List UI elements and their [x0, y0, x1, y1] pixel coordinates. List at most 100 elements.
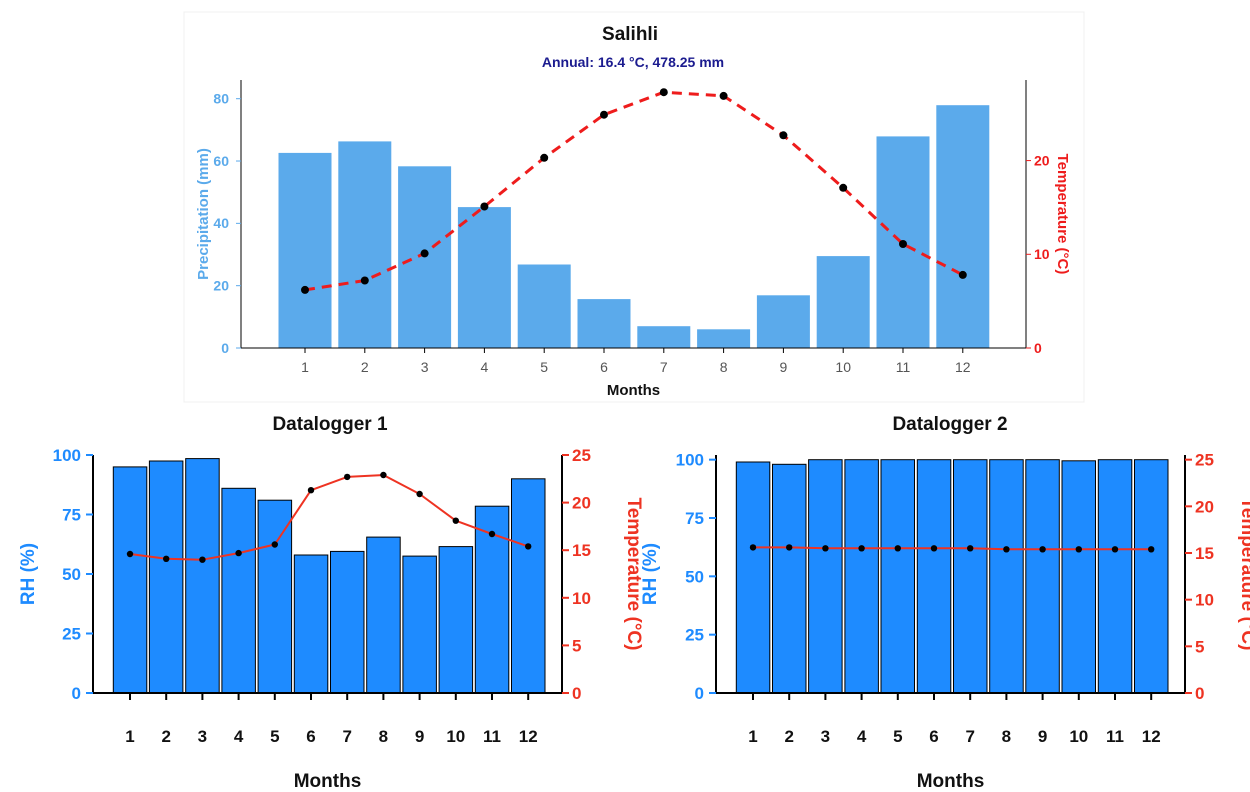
bar-month-2 [338, 141, 392, 348]
bar-month-12 [1134, 459, 1169, 694]
temperature-point-month-11 [488, 530, 496, 538]
left-tick-label: 100 [53, 446, 81, 465]
x-tick-label-month-5: 5 [893, 727, 902, 746]
bar-month-9 [1025, 459, 1060, 694]
bar-month-8 [366, 536, 401, 694]
left-tick-label: 0 [221, 340, 229, 356]
left-tick-label: 100 [676, 451, 704, 470]
temperature-point-month-1 [301, 285, 309, 294]
temperature-point-month-6 [307, 487, 315, 494]
left-tick-label: 50 [685, 567, 704, 586]
temperature-point-month-5 [894, 545, 901, 552]
temperature-point-month-2 [786, 544, 793, 551]
temperature-point-month-12 [958, 270, 967, 279]
x-tick-label-month-9: 9 [780, 359, 788, 375]
temperature-point-month-1 [749, 544, 757, 551]
x-tick-label-month-12: 12 [1142, 727, 1161, 746]
temperature-point-month-3 [420, 249, 429, 258]
bar-month-9 [756, 295, 810, 348]
bar-month-2 [148, 460, 184, 694]
bar-month-7 [637, 326, 691, 348]
right-tick-label: 5 [572, 636, 581, 655]
bar-month-1 [112, 466, 148, 694]
bar-month-12 [511, 478, 546, 694]
bar-month-8 [989, 459, 1024, 694]
temperature-point-month-1 [126, 550, 134, 558]
x-tick-label-month-11: 11 [483, 727, 501, 746]
temperature-point-month-11 [899, 240, 907, 248]
left-axis-label: RH (%) [640, 543, 661, 605]
right-tick-label: 25 [1195, 451, 1214, 470]
x-tick-label-month-8: 8 [720, 359, 728, 375]
x-axis-label: Months [607, 382, 660, 399]
x-tick-label-month-6: 6 [929, 727, 938, 746]
chart-subtitle-annual: Annual: 16.4 °C, 478.25 mm [542, 54, 724, 70]
bar-month-3 [185, 458, 220, 694]
temperature-point-month-4 [858, 545, 865, 552]
temperature-point-month-6 [930, 545, 938, 552]
left-axis-label: RH (%) [18, 543, 39, 605]
left-tick-label: 0 [72, 684, 81, 703]
temperature-line [753, 546, 1152, 551]
left-tick-label: 50 [62, 565, 81, 584]
bar-month-8 [697, 329, 751, 348]
right-tick-label: 20 [1034, 152, 1050, 168]
x-tick-label-month-7: 7 [660, 359, 668, 375]
x-tick-label-month-8: 8 [379, 727, 388, 746]
chart-title-datalogger-1: Datalogger 1 [272, 414, 388, 435]
chart-title-salihli: Salihli [602, 24, 658, 45]
x-tick-label-month-1: 1 [748, 727, 757, 746]
x-tick-label-month-10: 10 [835, 359, 851, 375]
x-tick-label-month-4: 4 [857, 727, 867, 746]
left-tick-label: 0 [695, 684, 704, 703]
bar-month-2 [772, 463, 807, 694]
bar-month-7 [953, 459, 988, 694]
x-tick-label-month-8: 8 [1002, 727, 1011, 746]
temperature-point-month-8 [380, 471, 387, 479]
left-tick-label: 60 [213, 153, 229, 169]
chart-title-datalogger-2: Datalogger 2 [892, 414, 1007, 435]
left-tick-label: 80 [213, 91, 229, 107]
temperature-point-month-10 [1075, 546, 1083, 553]
x-tick-label-month-7: 7 [965, 727, 974, 746]
bar-month-3 [808, 459, 843, 694]
left-tick-label: 20 [213, 278, 229, 294]
bar-month-11 [1097, 459, 1133, 694]
x-tick-label-month-10: 10 [446, 727, 465, 746]
x-tick-label-month-2: 2 [161, 727, 170, 746]
right-tick-label: 20 [572, 494, 591, 513]
x-tick-label-month-9: 9 [415, 727, 424, 746]
x-tick-label-month-4: 4 [234, 727, 244, 746]
temperature-point-month-10 [452, 517, 459, 524]
x-tick-label-month-4: 4 [481, 359, 489, 375]
bar-month-9 [402, 555, 437, 694]
bar-month-4 [457, 207, 511, 348]
left-tick-label: 75 [685, 509, 704, 528]
temperature-point-month-12 [1148, 546, 1155, 553]
right-tick-label: 25 [572, 446, 591, 465]
temperature-point-month-10 [839, 183, 848, 192]
x-axis-label: Months [294, 771, 362, 792]
left-tick-label: 25 [62, 624, 81, 643]
x-tick-label-month-1: 1 [125, 727, 134, 746]
bar-month-1 [278, 152, 332, 348]
bar-month-5 [880, 459, 915, 694]
bar-month-6 [577, 299, 631, 348]
right-tick-label: 20 [1195, 497, 1214, 516]
temperature-point-month-7 [344, 473, 351, 481]
right-tick-label: 0 [572, 684, 581, 703]
right-tick-label: 0 [1195, 684, 1204, 703]
left-axis-label: Precipitation (mm) [195, 148, 212, 280]
x-tick-label-month-6: 6 [600, 359, 608, 375]
temperature-point-month-4 [480, 202, 489, 211]
x-tick-label-month-5: 5 [270, 727, 279, 746]
right-tick-label: 0 [1034, 340, 1042, 356]
right-tick-label: 5 [1195, 637, 1204, 656]
bar-month-4 [221, 487, 256, 694]
x-tick-label-month-11: 11 [1106, 727, 1124, 746]
x-tick-label-month-2: 2 [784, 727, 793, 746]
temperature-point-month-7 [659, 88, 668, 97]
temperature-point-month-8 [719, 91, 728, 100]
